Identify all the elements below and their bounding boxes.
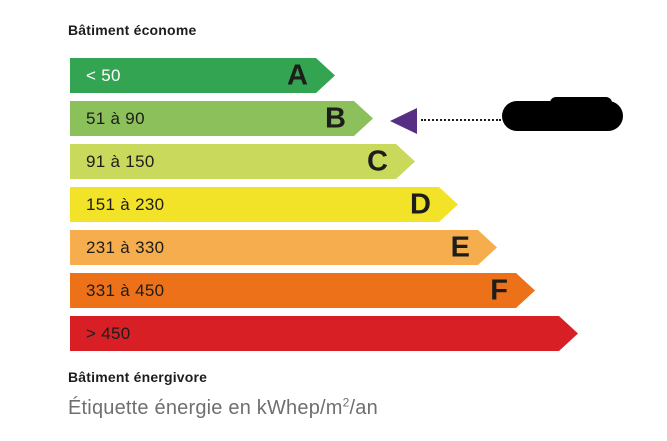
energy-bar-g: > 450 [70, 316, 578, 351]
energy-bar-b: 51 à 90 B [70, 101, 373, 136]
indicator-arrow-icon [390, 108, 417, 134]
caption-suffix: /an [349, 397, 378, 419]
grade-letter: D [410, 188, 431, 220]
range-label: > 450 [86, 323, 131, 343]
redaction-mark-bump [550, 97, 612, 109]
range-label: < 50 [86, 65, 121, 85]
range-label: 91 à 150 [86, 151, 155, 171]
energy-bar-f: 331 à 450 F [70, 273, 535, 308]
energy-bar-a: < 50 A [70, 58, 335, 93]
redaction-mark [502, 97, 623, 131]
range-label: 51 à 90 [86, 108, 145, 128]
caption-prefix: Étiquette énergie en kWhep/m [68, 397, 343, 419]
energy-intensive-building-label: Bâtiment énergivore [68, 369, 208, 385]
grade-letter: C [367, 145, 388, 177]
caption-superscript: 2 [342, 395, 350, 410]
grade-letter: E [450, 231, 470, 263]
dotted-connector-line [421, 119, 501, 121]
grade-letter: A [287, 59, 308, 91]
economical-building-label: Bâtiment économe [68, 22, 197, 38]
energy-scale: < 50 A 51 à 90 B 91 à 150 C 151 à 230 D … [70, 58, 578, 359]
range-label: 231 à 330 [86, 237, 165, 257]
energy-bar-c: 91 à 150 C [70, 144, 415, 179]
energy-bar-d: 151 à 230 D [70, 187, 458, 222]
caption: Étiquette énergie en kWhep/m2/an [68, 395, 378, 420]
energy-bar-e: 231 à 330 E [70, 230, 497, 265]
grade-letter: F [490, 274, 508, 306]
range-label: 151 à 230 [86, 194, 165, 214]
range-label: 331 à 450 [86, 280, 165, 300]
grade-letter: B [325, 102, 346, 134]
